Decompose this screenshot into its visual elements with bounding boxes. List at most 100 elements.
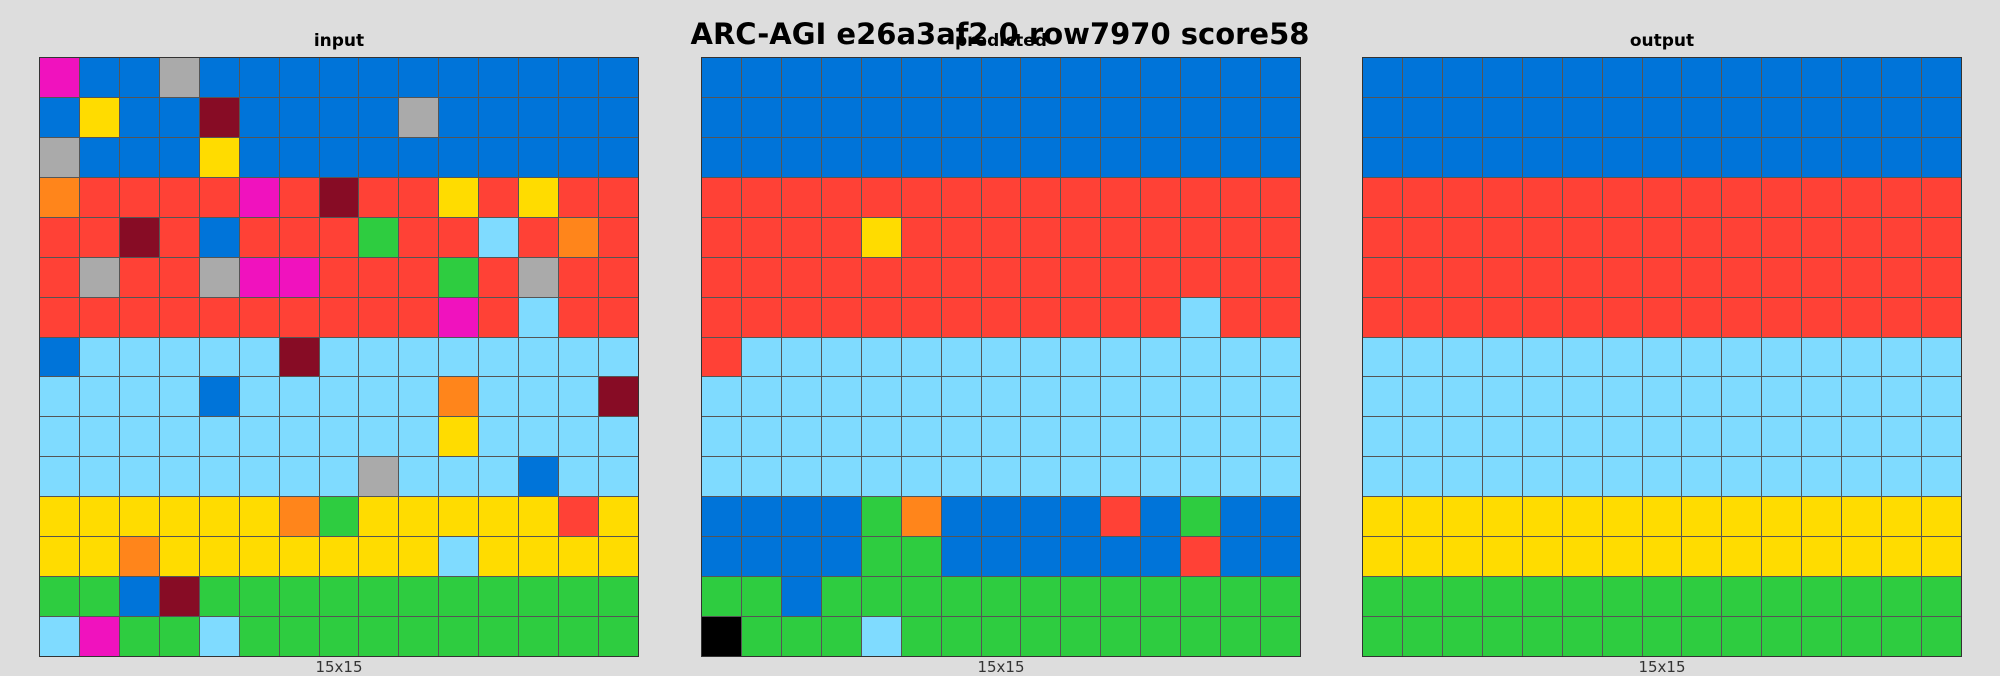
grid-cell [1101,58,1141,97]
grid-cell [1922,497,1961,537]
grid-cell [239,337,279,377]
grid-cell [199,257,239,297]
grid-cell [702,177,741,217]
grid-cell [1922,177,1961,217]
grid-cell [1402,457,1442,497]
grid-cell [159,617,199,656]
grid-cell [1562,337,1602,377]
grid-cell [1602,257,1642,297]
grid-cell [1722,257,1762,297]
grid-cell [599,137,638,177]
grid-cell [559,497,599,537]
grid-cell [1882,617,1922,656]
grid-cell [399,97,439,137]
grid-cell [40,457,79,497]
grid-cell [702,497,741,537]
grid-cell [1762,58,1802,97]
grid-cell [1141,297,1181,337]
grid-cell [1221,417,1261,457]
grid-cell [1802,377,1842,417]
grid-cell [559,58,599,97]
grid-cell [1522,417,1562,457]
grid-cell [901,497,941,537]
grid-cell [1842,177,1882,217]
grid-cell [741,137,781,177]
grid-cell [981,577,1021,617]
grid-cell [861,337,901,377]
grid-cell [479,297,519,337]
grid-cell [901,217,941,257]
grid-cell [159,137,199,177]
grid-cell [1722,177,1762,217]
grid-cell [199,297,239,337]
grid-cell [1061,377,1101,417]
grid-cell [559,217,599,257]
grid-cell [479,577,519,617]
grid-cell [702,297,741,337]
grid-cell [1061,137,1101,177]
grid-cell [1101,377,1141,417]
grid-cell [821,58,861,97]
grid-cell [1221,577,1261,617]
grid-cell [439,337,479,377]
grid-cell [1722,577,1762,617]
grid-cell [1482,177,1522,217]
grid-cell [1882,377,1922,417]
grid-cell [199,417,239,457]
grid-cell [1522,58,1562,97]
grid-cell [1363,377,1402,417]
grid-cell [1802,497,1842,537]
grid-cell [1602,417,1642,457]
grid-cell [1682,97,1722,137]
grid-cell [1842,58,1882,97]
grid-cell [1141,577,1181,617]
grid-cell [239,537,279,577]
grid-cell [1061,617,1101,656]
grid-cell [1141,217,1181,257]
grid-cell [199,97,239,137]
grid-cell [399,537,439,577]
grid-cell [1021,577,1061,617]
grid-cell [319,257,359,297]
grid-cell [1602,497,1642,537]
grid-cell [279,497,319,537]
grid-cell [159,97,199,137]
grid-cell [279,97,319,137]
grid-cell [901,457,941,497]
grid-cell [781,537,821,577]
grid-cell [1762,497,1802,537]
grid-cell [1682,177,1722,217]
grid-cell [1922,577,1961,617]
grid-cell [1061,337,1101,377]
grid-cell [399,217,439,257]
grid-cell [861,177,901,217]
grid-cell [1221,377,1261,417]
grid-cell [319,617,359,656]
grid-cell [1802,177,1842,217]
grid-cell [821,617,861,656]
grid-cell [861,58,901,97]
grid-cell [1482,417,1522,457]
grid-cell [1882,337,1922,377]
grid-cell [1562,177,1602,217]
grid-cell [1101,257,1141,297]
grid-cell [599,617,638,656]
grid-cell [1722,537,1762,577]
grid-cell [359,97,399,137]
grid-cell [1402,337,1442,377]
grid-cell [40,377,79,417]
grid-cell [1602,58,1642,97]
grid-cell [1562,217,1602,257]
grid-cell [821,417,861,457]
grid-cell [821,297,861,337]
grid-cell [1762,97,1802,137]
grid-cell [1682,457,1722,497]
grid-cell [781,58,821,97]
grid-cell [1363,97,1402,137]
grid-cell [1842,257,1882,297]
grid-cell [1482,97,1522,137]
grid-cell [319,577,359,617]
grid-cell [1221,537,1261,577]
grid-cell [279,337,319,377]
grid-cell [1842,337,1882,377]
